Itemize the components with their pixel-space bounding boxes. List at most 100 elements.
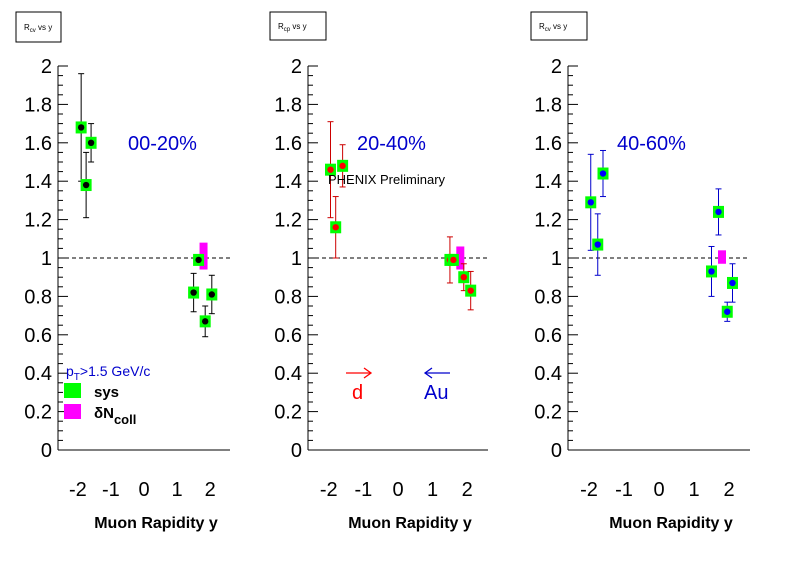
centrality-label: 40-60% [617,133,686,155]
y-tick-label: 0.2 [274,402,302,424]
y-tick-label: 1.6 [24,133,52,155]
data-point [77,124,85,131]
x-tick-label: 2 [462,479,473,501]
y-tick-label: 2 [41,56,52,78]
y-tick-label: 1.4 [24,171,52,193]
x-tick-label: 1 [427,479,438,501]
y-tick-label: 0.4 [534,363,562,385]
data-point [460,274,467,281]
y-tick-label: 0.6 [274,325,302,347]
y-tick-label: 0.6 [24,325,52,347]
data-point [208,291,216,298]
legend-ncoll-sub: coll [114,412,136,427]
panel-title-main: R [539,22,545,31]
x-tick-label: 1 [172,479,183,501]
x-tick-label: 0 [138,479,149,501]
y-tick-label: 1 [41,248,52,270]
pt-cut-sub: T [74,372,80,383]
panel-title-sub: cp [284,27,291,33]
x-axis-title: Muon Rapidity y [348,515,472,532]
y-tick-label: 1.6 [534,133,562,155]
panel-2: Rcp vs y 0 0.2 0.4 0.6 0.8 1 1.2 1.4 1.6 1.8 2 -2 -1 0… [269,11,488,532]
x-tick-label: 2 [205,479,216,501]
y-tick-label: 2 [551,56,562,78]
legend-ncoll-swatch [64,404,81,419]
pt-cut-main: p [66,363,74,379]
x-tick-label: -2 [320,479,338,501]
data-point [467,287,474,294]
y-tick-label: 1.8 [24,94,52,116]
centrality-label: 00-20% [128,133,197,155]
y-tick-label: 1 [291,248,302,270]
y-tick-label: 1.2 [274,210,302,232]
legend-ncoll-main: δN [94,405,114,422]
data-point [594,241,601,248]
y-tick-label: 0.2 [24,402,52,424]
data-point [327,166,334,173]
panel-title-main: R [24,23,30,32]
legend-sys-swatch [64,383,81,398]
x-axis-title: Muon Rapidity y [609,515,733,532]
d-label: d [352,382,363,404]
y-tick-label: 0 [551,440,562,462]
preliminary-annotation: PHENIX Preliminary [328,172,446,187]
y-tick-label: 0.8 [274,286,302,308]
y-tick-label: 0.2 [534,402,562,424]
data-point [339,162,346,170]
y-tick-label: 1.2 [24,210,52,232]
y-tick-label: 0.4 [274,363,302,385]
data-point [587,199,594,206]
panel-title-box [269,11,327,41]
y-tick-label: 1.6 [274,133,302,155]
y-tick-label: 0 [291,440,302,462]
pt-cut-rest: >1.5 GeV/c [80,363,150,379]
data-point [599,170,607,177]
data-point [715,208,722,216]
ncoll-uncertainty-box [718,250,726,264]
au-arrow-head [423,367,433,379]
y-tick-label: 0.6 [534,325,562,347]
x-tick-label: -1 [615,479,633,501]
panel-title: Rcv vs y [539,22,567,33]
panel-1: Rcv vs y 0 0.2 0.4 0.6 0.8 1 1.2 1.4 1.6 1.8 2 -2 -1 0… [15,11,230,532]
y-tick-label: 1.4 [274,171,302,193]
y-tick-label: 2 [291,56,302,78]
data-point [724,308,731,315]
x-tick-label: 1 [688,479,699,501]
x-tick-label: 0 [653,479,664,501]
x-tick-label: -2 [580,479,598,501]
y-tick-label: 0.8 [24,286,52,308]
ncoll-uncertainty-box [456,246,465,270]
panels: Rcv vs y 0 0.2 0.4 0.6 0.8 1 1.2 1.4 1.6 1.8 2 -2 -1 0… [15,11,750,532]
d-arrow-head [363,367,373,379]
panel-3: Rcv vs y 0 0.2 0.4 0.6 0.8 1 1.2 1.4 1.6 1.8 2 -2 -1 0… [530,11,750,532]
y-tick-label: 0.8 [534,286,562,308]
x-tick-label: -1 [354,479,372,501]
panel-title-main: R [278,22,284,31]
panel-title-rest: vs y [551,22,567,31]
data-point [195,256,202,264]
panel-title-sub: cv [30,28,36,34]
x-tick-label: -2 [69,479,87,501]
y-tick-label: 1.2 [534,210,562,232]
y-tick-label: 1.8 [274,94,302,116]
data-point [708,268,715,275]
legend-sys-label: sys [94,384,119,401]
panel-title: Rcp vs y [278,22,307,33]
x-tick-label: -1 [102,479,120,501]
panel-title-rest: vs y [36,23,52,32]
y-tick-label: 1.4 [534,171,562,193]
data-point [201,318,209,325]
y-tick-label: 1 [551,248,562,270]
x-axis-title: Muon Rapidity y [94,515,218,532]
data-point [190,289,197,296]
pt-cut-label: pT>1.5 GeV/c [66,363,150,383]
data-point [87,139,95,146]
panel-title: Rcv vs y [24,23,52,34]
panel-title-rest: vs y [290,22,306,31]
y-tick-label: 1.8 [534,94,562,116]
au-label: Au [424,382,448,404]
legend-ncoll-label: δNcoll [94,405,136,427]
